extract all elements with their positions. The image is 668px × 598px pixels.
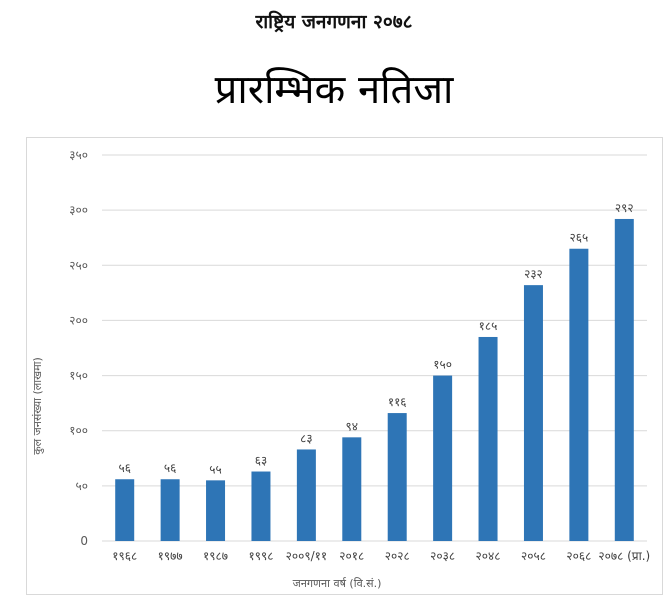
- bar: [387, 413, 407, 541]
- chart-frame: 0 ५० १०० १५० २०० २५० ३०० ३५० ५६ ५६ ५५ ६३ ८३ ९४ ११६ १५०…: [26, 137, 663, 595]
- y-axis-title: कुल जनसंख्या (लाखमा): [31, 357, 44, 455]
- bar: [614, 218, 634, 542]
- x-tick-label: २००९/११: [286, 549, 327, 563]
- population-bar-chart: 0 ५० १०० १५० २०० २५० ३०० ३५० ५६ ५६ ५५ ६३ ८३ ९४ ११६ १५०…: [31, 148, 650, 590]
- bar-value-label: २९२: [615, 201, 634, 215]
- x-tick-label: १९९८: [248, 549, 273, 563]
- bar-value-label: ५६: [118, 461, 130, 475]
- x-axis-title: जनगणना वर्ष (वि.सं.): [293, 577, 382, 590]
- bars: [115, 218, 634, 542]
- bar: [523, 285, 543, 541]
- bar: [478, 336, 498, 541]
- x-tick-label: २०६८: [566, 549, 591, 563]
- x-tick-label: २०१८: [339, 549, 364, 563]
- y-tick-label: ३५०: [69, 148, 88, 162]
- y-tick-label: १००: [69, 424, 88, 438]
- x-tick-label: २०२८: [385, 549, 410, 563]
- bar: [433, 375, 453, 541]
- bar-value-label: १८५: [479, 319, 498, 333]
- document-subtitle: प्रारम्भिक नतिजा: [214, 67, 454, 113]
- grid-lines: [102, 154, 647, 542]
- y-tick-label: १५०: [69, 369, 88, 383]
- y-tick-label: २००: [69, 313, 88, 327]
- x-tick-label: १९६८: [112, 549, 137, 563]
- data-labels: ५६ ५६ ५५ ६३ ८३ ९४ ११६ १५० १८५ २३२ २६५ २९२: [118, 201, 633, 476]
- bar-value-label: २६५: [570, 231, 589, 245]
- document-title: राष्ट्रिय जनगणना २०७८: [255, 11, 413, 33]
- x-axis-ticks: १९६८ १९७७ १९८७ १९९८ २००९/११ २०१८ २०२८ २०३८ २०४८ २…: [112, 549, 650, 563]
- y-tick-label: ५०: [76, 479, 88, 493]
- bar-value-label: २३२: [524, 267, 543, 281]
- bar-value-label: ५६: [164, 461, 176, 475]
- x-tick-label: २०७८ (प्रा.): [598, 549, 650, 563]
- x-tick-label: २०५८: [521, 549, 546, 563]
- x-tick-label: १९८७: [203, 549, 228, 563]
- bar: [160, 479, 180, 541]
- bar: [206, 480, 226, 541]
- bar: [115, 479, 135, 541]
- bar: [251, 471, 271, 541]
- bar: [569, 248, 589, 541]
- bar-value-label: ६३: [255, 454, 267, 468]
- bar-value-label: १५०: [433, 358, 452, 372]
- y-axis-ticks: 0 ५० १०० १५० २०० २५० ३०० ३५०: [69, 148, 88, 548]
- bar: [342, 437, 362, 541]
- bar-value-label: ८३: [300, 431, 312, 445]
- bar-value-label: ९४: [346, 419, 358, 433]
- bar-value-label: ११६: [388, 395, 407, 409]
- bar-value-label: ५५: [209, 462, 221, 476]
- x-tick-label: २०३८: [430, 549, 455, 563]
- x-tick-label: १९७७: [158, 549, 183, 563]
- x-tick-label: २०४८: [476, 549, 501, 563]
- bar: [296, 449, 316, 541]
- y-tick-label: ३००: [69, 203, 88, 217]
- y-tick-label: 0: [80, 534, 88, 548]
- y-tick-label: २५०: [69, 258, 88, 272]
